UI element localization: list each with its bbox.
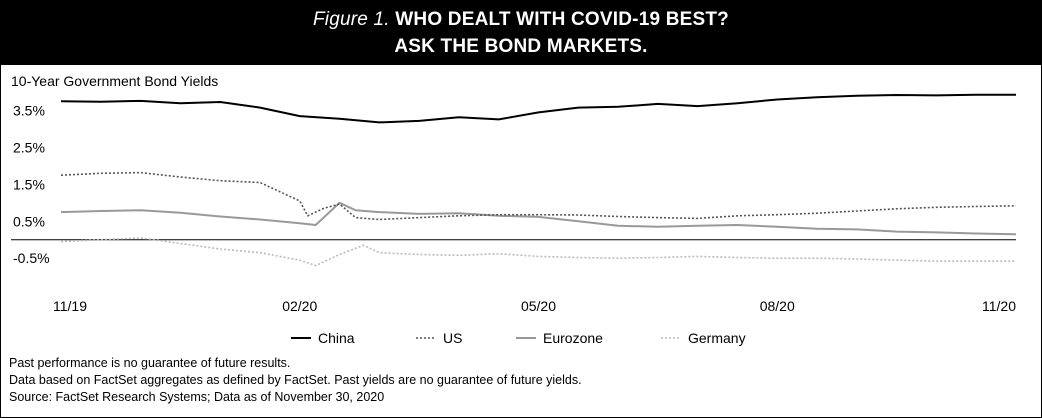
x-tick-label: 08/20 xyxy=(760,298,795,314)
footnote-performance: Past performance is no guarantee of futu… xyxy=(9,356,291,370)
footnote-data-basis: Data based on FactSet aggregates as defi… xyxy=(9,373,582,387)
figure-title: WHO DEALT WITH COVID-19 BEST? xyxy=(395,9,729,30)
legend-label-germany: Germany xyxy=(688,330,746,346)
footnote-source: Source: FactSet Research Systems; Data a… xyxy=(9,390,385,404)
x-tick-label: 11/19 xyxy=(53,298,87,314)
y-tick-label: 3.5% xyxy=(13,103,45,119)
series-line-us xyxy=(60,171,1017,221)
figure-subtitle: ASK THE BOND MARKETS. xyxy=(394,36,648,57)
x-tick-label: 11/20 xyxy=(982,298,1016,314)
y-tick-label: 1.5% xyxy=(13,176,45,192)
figure-title-line1: Figure 1. WHO DEALT WITH COVID-19 BEST? xyxy=(1,9,1041,31)
legend-label-china: China xyxy=(318,330,355,346)
chart-title: 10-Year Government Bond Yields xyxy=(11,73,219,89)
series-line-china xyxy=(60,93,1016,124)
legend-label-eurozone: Eurozone xyxy=(543,330,603,346)
title-bar: Figure 1. WHO DEALT WITH COVID-19 BEST? … xyxy=(1,1,1041,65)
legend-label-us: US xyxy=(443,330,462,346)
x-tick-label: 05/20 xyxy=(521,298,556,314)
series-line-germany xyxy=(60,237,1016,267)
y-tick-label: -0.5% xyxy=(13,250,50,266)
y-tick-label: 2.5% xyxy=(13,139,45,155)
footnotes: Past performance is no guarantee of futu… xyxy=(9,355,582,406)
x-tick-label: 02/20 xyxy=(282,298,317,314)
y-tick-label: 0.5% xyxy=(13,213,45,229)
series-line-eurozone xyxy=(60,201,1017,236)
figure-label: Figure 1. xyxy=(313,9,390,30)
